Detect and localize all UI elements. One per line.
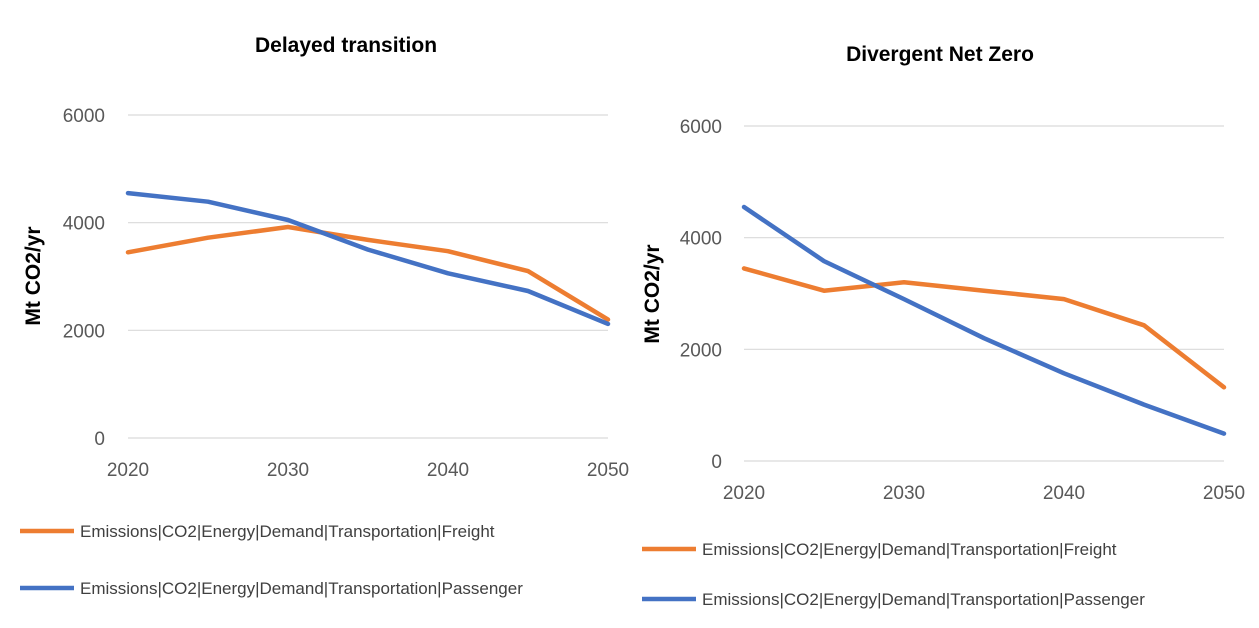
x-tick-label: 2020 [107,460,149,481]
x-tick-labels: 2020 2030 2040 2050 [723,483,1245,504]
y-axis-label: Mt CO2/yr [22,226,45,325]
chart-title: Delayed transition [255,34,437,57]
y-tick-label: 4000 [680,229,722,250]
x-tick-label: 2050 [1203,483,1245,504]
y-tick-labels: 0 2000 4000 6000 [680,117,722,473]
series-line-freight [741,266,1227,390]
legend: Emissions|CO2|Energy|Demand|Transportati… [642,540,1145,609]
series-lines [125,190,611,327]
legend-label-freight: Emissions|CO2|Energy|Demand|Transportati… [702,540,1117,559]
legend-label-passenger: Emissions|CO2|Energy|Demand|Transportati… [702,590,1145,609]
gridlines [128,114,608,439]
legend: Emissions|CO2|Energy|Demand|Transportati… [20,522,523,598]
y-tick-label: 0 [711,452,722,473]
x-tick-label: 2020 [723,483,765,504]
series-lines [741,204,1227,436]
chart-right: Divergent Net Zero Mt CO2/yr 0 2000 4000 60… [641,43,1245,609]
x-tick-label: 2050 [587,460,629,481]
series-line-passenger [125,190,611,327]
legend-label-freight: Emissions|CO2|Energy|Demand|Transportati… [80,522,495,541]
x-tick-label: 2030 [267,460,309,481]
x-tick-label: 2040 [1043,483,1085,504]
legend-label-passenger: Emissions|CO2|Energy|Demand|Transportati… [80,579,523,598]
y-tick-label: 6000 [63,106,105,127]
chart-left: Delayed transition Mt CO2/yr 0 2000 4000 60… [20,34,629,598]
y-tick-label: 2000 [680,340,722,361]
x-tick-label: 2040 [427,460,469,481]
series-line-freight [125,224,611,322]
y-tick-label: 4000 [63,214,105,235]
y-tick-label: 6000 [680,117,722,138]
y-axis-label: Mt CO2/yr [641,244,664,343]
y-tick-label: 2000 [63,321,105,342]
chart-title: Divergent Net Zero [846,43,1034,66]
x-tick-labels: 2020 2030 2040 2050 [107,460,629,481]
y-tick-labels: 0 2000 4000 6000 [63,106,105,450]
series-line-passenger [741,204,1227,436]
gridlines [744,125,1224,462]
y-tick-label: 0 [94,429,105,450]
x-tick-label: 2030 [883,483,925,504]
